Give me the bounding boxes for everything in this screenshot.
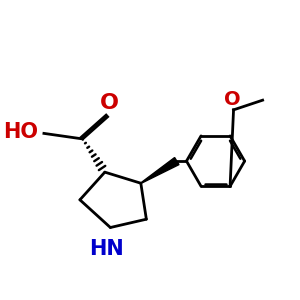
Polygon shape [141, 158, 179, 184]
Text: O: O [100, 93, 119, 112]
Text: HN: HN [89, 238, 124, 259]
Text: HO: HO [3, 122, 38, 142]
Text: O: O [224, 90, 241, 109]
